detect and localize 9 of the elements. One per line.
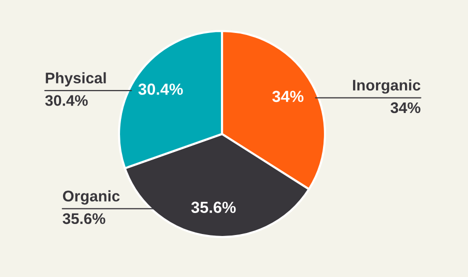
data-label: 35.6% [62, 213, 106, 224]
slice-label: Organic [62, 190, 120, 205]
slice-label: Inorganic [353, 79, 420, 94]
text: 30.4% [138, 84, 183, 95]
data-label: 34% [390, 102, 420, 114]
slice-label: Physical [46, 72, 106, 86]
text: 35.6% [191, 202, 236, 214]
text: 34% [272, 90, 304, 102]
data-label: 30.4% [45, 95, 88, 106]
